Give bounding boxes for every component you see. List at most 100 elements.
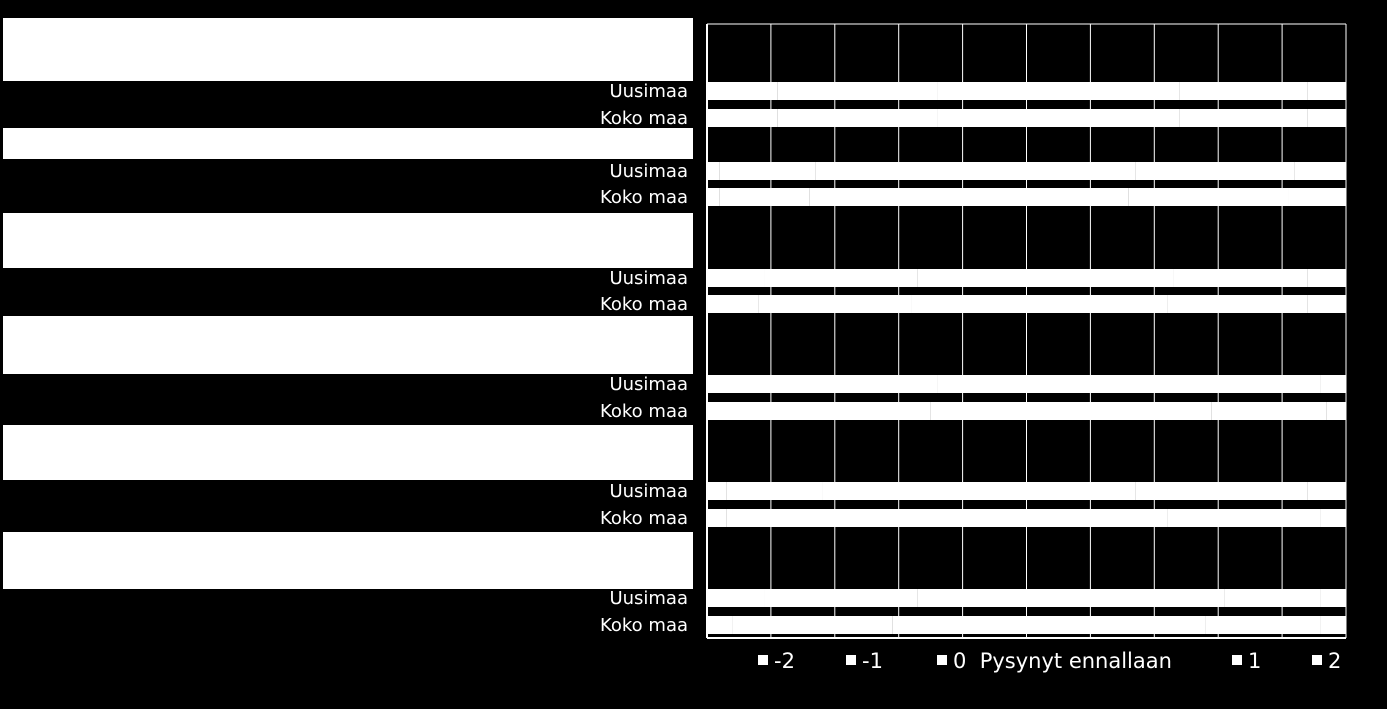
bar-segment [726,509,835,527]
bar-segment [1167,509,1321,527]
data-label: 25 [845,108,870,129]
bar-segment [777,82,938,100]
question-title-boxes [3,18,693,589]
row-label: Uusimaa [609,81,688,102]
data-label: 15 [1260,588,1285,609]
bar-segment [930,402,1212,420]
legend-label: -2 [774,649,795,673]
data-labels: 11 25 38 20 611 25 38 20 62 15 50 25 82 14 50 25 99 24 40 2… [707,81,1343,636]
row-label: Koko maa [600,187,688,208]
bar-segment [770,375,938,393]
question-title-box [3,18,693,81]
bar-segment [707,82,778,100]
row-labels: Uusimaa Koko maa Uusimaa Koko maa Uusimaa Kok… [600,81,688,636]
row-label: Koko maa [600,615,688,636]
bar-segment [937,109,1180,127]
bar-segment [707,616,733,634]
bar-segment [1307,482,1346,500]
data-label: 27 [1209,481,1234,502]
bar-segment [707,269,765,287]
data-label: 18 [1257,401,1282,422]
data-label: 10 [726,374,751,395]
bar-segment [815,162,1136,180]
legend-label: 2 [1328,649,1341,673]
bar-segment [937,375,1219,393]
question-title-box [3,425,693,480]
bar-segment [917,269,1174,287]
data-label: 3 [1330,401,1343,422]
data-label: 50 [956,187,981,208]
data-label: 24 [1231,508,1256,529]
data-label: 25 [838,401,863,422]
bar-segment [892,616,1206,634]
legend-label: -1 [862,649,883,673]
data-label: 11 [730,81,755,102]
bar-segment [707,402,771,420]
bar-segment [707,295,759,313]
data-label: 25 [1202,161,1227,182]
bar-segment [764,589,918,607]
data-label: 44 [1065,374,1090,395]
data-label: 8 [726,294,739,315]
bar-segment [707,162,720,180]
bar-segment [1173,269,1308,287]
data-label: 15 [762,481,787,502]
bar-segment [1294,162,1346,180]
data-label: 15 [755,161,780,182]
bar-segment [707,188,720,206]
data-label: 25 [1196,187,1221,208]
bar-segment [1320,589,1346,607]
row-label: Koko maa [600,508,688,529]
data-label: 6 [1321,268,1334,289]
bar-segment [917,589,1225,607]
data-label: 4 [1327,588,1340,609]
data-label: 6 [1321,108,1334,129]
data-label: 3 [710,508,723,529]
bar-segment [1218,375,1321,393]
bar-segment [719,188,810,206]
row-label: Uusimaa [609,374,688,395]
question-title-box [3,213,693,268]
bar-segment [777,109,938,127]
bar-segments [707,82,1346,634]
bar-segment [1288,188,1346,206]
bar-segment [1307,295,1346,313]
bar-segment [707,109,778,127]
row-label: Koko maa [600,108,688,129]
question-title-box [3,316,693,374]
legend-label: 0 Pysynyt ennallaan [953,649,1172,673]
bar-segment [822,482,1136,500]
row-label: Uusimaa [609,588,688,609]
bar-segment [1326,402,1346,420]
bar-segment [764,269,918,287]
data-label: 21 [1228,268,1253,289]
data-label: 4 [1327,374,1340,395]
data-label: 38 [1046,81,1071,102]
legend-swatch [846,655,856,665]
data-label: 4 [714,615,727,636]
legend-swatch [1312,655,1322,665]
bar-segment [834,509,1168,527]
data-label: 25 [845,81,870,102]
bar-segment [1179,82,1308,100]
bar-segment [707,589,765,607]
row-label: Koko maa [600,401,688,422]
bar-segment [719,162,816,180]
bar-segment [732,616,893,634]
row-label: Uusimaa [609,161,688,182]
bar-segment [758,295,912,313]
row-label: Uusimaa [609,268,688,289]
data-label: 24 [829,268,854,289]
data-label: 6 [1321,81,1334,102]
bar-segment [809,188,1129,206]
bar-segment [707,509,727,527]
data-label: 2 [707,187,720,208]
bar-segment [1135,162,1295,180]
data-label: 18 [1250,615,1275,636]
data-label: 14 [752,187,777,208]
data-label: 50 [963,161,988,182]
bar-segment [911,295,1168,313]
bar-segment [770,402,931,420]
question-title-box [3,532,693,589]
